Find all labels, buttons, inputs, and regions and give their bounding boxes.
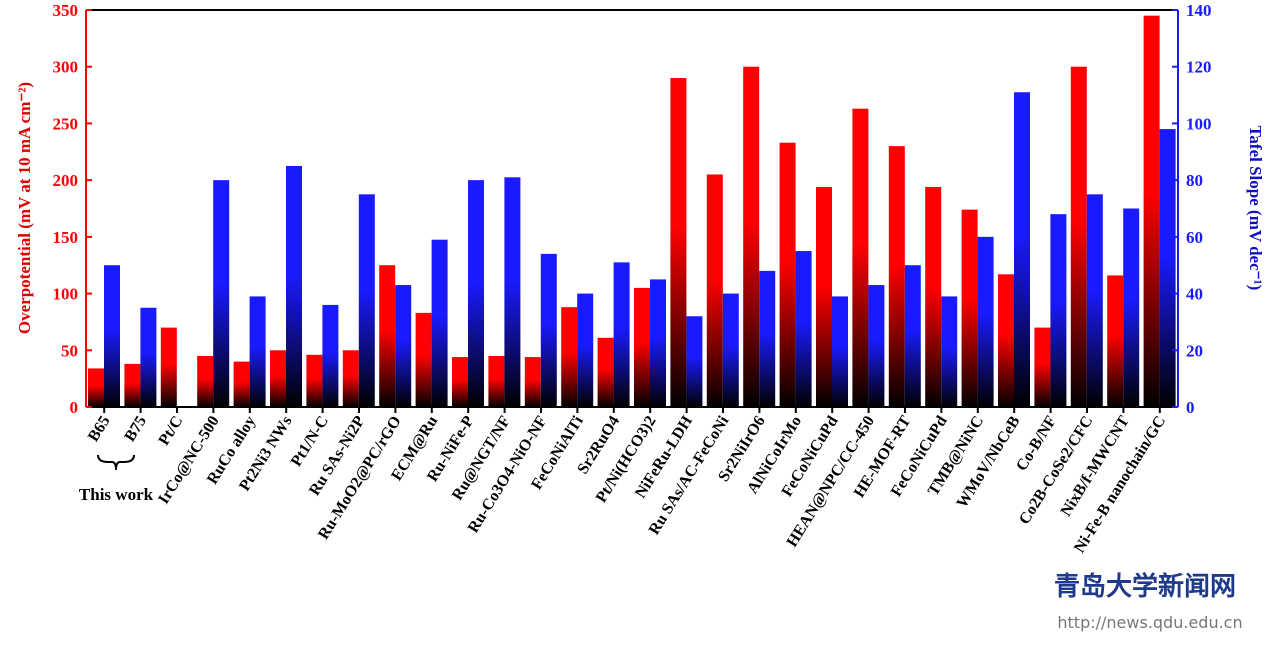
annotation: This work xyxy=(79,485,154,504)
bar xyxy=(342,350,359,407)
bar xyxy=(1050,214,1067,407)
bar xyxy=(670,78,687,408)
bar xyxy=(249,296,266,407)
bar xyxy=(941,296,958,407)
y-tick-label: 300 xyxy=(53,58,79,77)
bar xyxy=(306,354,323,407)
bar xyxy=(1034,327,1051,407)
bar xyxy=(468,180,484,407)
y-tick-label: 100 xyxy=(53,285,79,304)
bar xyxy=(577,293,594,407)
bar xyxy=(524,357,541,407)
bar xyxy=(1107,275,1124,407)
bar xyxy=(395,285,412,407)
y-tick-label: 150 xyxy=(53,228,79,247)
bar xyxy=(415,312,432,407)
bar xyxy=(286,165,302,407)
bar xyxy=(743,66,760,407)
bar xyxy=(961,209,978,407)
bar xyxy=(597,337,614,407)
y2-tick-label: 120 xyxy=(1186,58,1212,77)
y-tick-label: 0 xyxy=(70,398,79,417)
bar xyxy=(868,285,885,407)
bar xyxy=(779,142,796,407)
bar xyxy=(977,236,994,407)
bar xyxy=(904,265,921,407)
bar xyxy=(795,251,812,407)
bar xyxy=(322,304,339,407)
bar xyxy=(634,287,650,407)
bar xyxy=(1159,129,1176,407)
x-tick-label: Pt/C xyxy=(155,413,186,448)
bar xyxy=(888,146,905,407)
y2-tick-label: 140 xyxy=(1186,1,1212,20)
bar xyxy=(431,239,448,407)
bar xyxy=(124,363,141,407)
x-tick-label: B65 xyxy=(85,413,114,445)
y-tick-label: 350 xyxy=(53,1,79,20)
brace xyxy=(97,454,135,471)
bar xyxy=(1014,92,1030,407)
bar xyxy=(1123,208,1140,407)
watermark-url: http://news.qdu.edu.cn xyxy=(1057,613,1242,632)
bar xyxy=(706,174,723,407)
y2-tick-label: 100 xyxy=(1186,114,1212,133)
bar xyxy=(379,265,396,407)
watermark: 青岛大学新闻网 xyxy=(1054,571,1236,601)
bar xyxy=(213,180,230,407)
bar xyxy=(613,262,630,407)
y2-tick-label: 80 xyxy=(1186,171,1203,190)
bar xyxy=(197,355,214,407)
bar xyxy=(358,194,375,407)
y-tick-label: 200 xyxy=(53,171,79,190)
bar xyxy=(488,355,505,407)
bar xyxy=(759,270,776,407)
bar xyxy=(852,108,869,407)
bar xyxy=(1070,66,1087,407)
y2-tick-label: 60 xyxy=(1186,228,1203,247)
y-axis-title: Overpotential (mV at 10 mA cm⁻²) xyxy=(15,82,34,334)
bar xyxy=(270,350,286,407)
bar xyxy=(540,253,557,407)
bar xyxy=(686,316,703,407)
bar xyxy=(233,361,250,407)
y-tick-label: 250 xyxy=(53,114,79,133)
bar xyxy=(832,296,848,407)
bar xyxy=(816,186,832,407)
bar xyxy=(1086,194,1103,407)
bar xyxy=(650,279,666,407)
bar xyxy=(160,327,177,407)
y2-tick-label: 0 xyxy=(1186,398,1195,417)
bar xyxy=(104,265,120,407)
bar xyxy=(140,307,157,407)
y2-tick-label: 20 xyxy=(1186,341,1203,360)
bar xyxy=(452,357,468,407)
bar xyxy=(561,307,578,407)
y2-tick-label: 40 xyxy=(1186,285,1203,304)
bar xyxy=(88,368,104,407)
bar xyxy=(504,177,521,407)
y-tick-label: 50 xyxy=(61,341,78,360)
bar xyxy=(925,186,942,407)
x-tick-label: B75 xyxy=(121,413,150,445)
bar xyxy=(1143,15,1160,408)
y2-axis-title: Tafel Slope (mV dec⁻¹) xyxy=(1246,126,1265,291)
bar xyxy=(998,274,1014,407)
bar xyxy=(722,293,739,407)
